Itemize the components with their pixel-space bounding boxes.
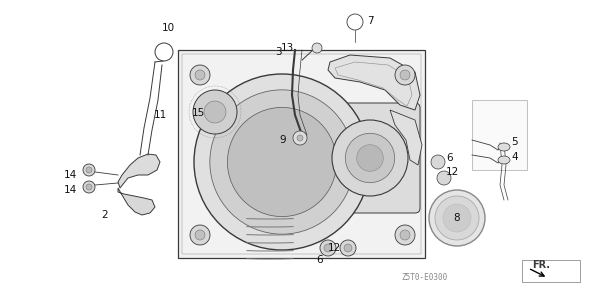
Ellipse shape [498, 156, 510, 164]
FancyBboxPatch shape [320, 103, 420, 213]
Circle shape [443, 204, 471, 232]
Circle shape [437, 171, 451, 185]
Text: 8: 8 [454, 213, 460, 223]
Circle shape [297, 135, 303, 141]
Circle shape [429, 190, 485, 246]
Circle shape [431, 155, 445, 169]
Text: Z5T0-E0300: Z5T0-E0300 [402, 274, 448, 282]
Circle shape [324, 244, 332, 252]
Circle shape [83, 164, 95, 176]
Circle shape [435, 196, 479, 240]
Polygon shape [178, 50, 425, 258]
Text: 13: 13 [280, 43, 294, 53]
Circle shape [195, 230, 205, 240]
Text: FR.: FR. [532, 260, 550, 270]
Circle shape [86, 167, 92, 173]
Ellipse shape [498, 143, 510, 151]
Circle shape [190, 65, 210, 85]
Circle shape [400, 230, 410, 240]
Circle shape [340, 240, 356, 256]
Circle shape [320, 240, 336, 256]
Text: 15: 15 [191, 108, 205, 118]
Text: 6: 6 [447, 153, 453, 163]
Text: 14: 14 [63, 185, 77, 195]
Text: 5: 5 [512, 137, 518, 147]
Circle shape [357, 145, 384, 171]
Circle shape [312, 43, 322, 53]
Polygon shape [118, 188, 155, 215]
Text: 2: 2 [101, 210, 109, 220]
Circle shape [344, 244, 352, 252]
Circle shape [400, 70, 410, 80]
Text: 10: 10 [162, 23, 175, 33]
Circle shape [210, 90, 354, 234]
Text: 6: 6 [317, 255, 323, 265]
Polygon shape [390, 110, 422, 165]
Circle shape [193, 90, 237, 134]
Text: 12: 12 [327, 243, 340, 253]
Polygon shape [328, 55, 420, 110]
Circle shape [345, 133, 395, 183]
Polygon shape [118, 154, 160, 188]
Circle shape [395, 225, 415, 245]
Circle shape [86, 184, 92, 190]
Circle shape [195, 70, 205, 80]
FancyBboxPatch shape [472, 100, 527, 170]
Text: 7: 7 [367, 16, 373, 26]
Circle shape [190, 225, 210, 245]
Circle shape [227, 108, 336, 217]
Text: 4: 4 [512, 152, 518, 162]
Circle shape [293, 131, 307, 145]
Circle shape [395, 65, 415, 85]
Text: 14: 14 [63, 170, 77, 180]
Circle shape [332, 120, 408, 196]
Text: 12: 12 [445, 167, 458, 177]
Text: 9: 9 [280, 135, 286, 145]
Text: eReplacementParts.com: eReplacementParts.com [240, 160, 350, 170]
Circle shape [204, 101, 226, 123]
Circle shape [83, 181, 95, 193]
Text: 3: 3 [275, 47, 281, 57]
Text: 11: 11 [153, 110, 166, 120]
Circle shape [194, 74, 370, 250]
